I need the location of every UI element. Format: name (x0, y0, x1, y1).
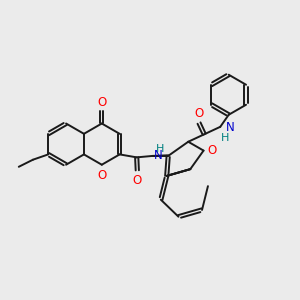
Text: H: H (221, 133, 230, 143)
Text: O: O (194, 107, 204, 120)
Text: N: N (154, 149, 162, 162)
Text: O: O (133, 174, 142, 187)
Text: N: N (226, 121, 234, 134)
Text: H: H (156, 143, 164, 154)
Text: O: O (97, 169, 106, 182)
Text: O: O (208, 143, 217, 157)
Text: O: O (97, 96, 106, 109)
